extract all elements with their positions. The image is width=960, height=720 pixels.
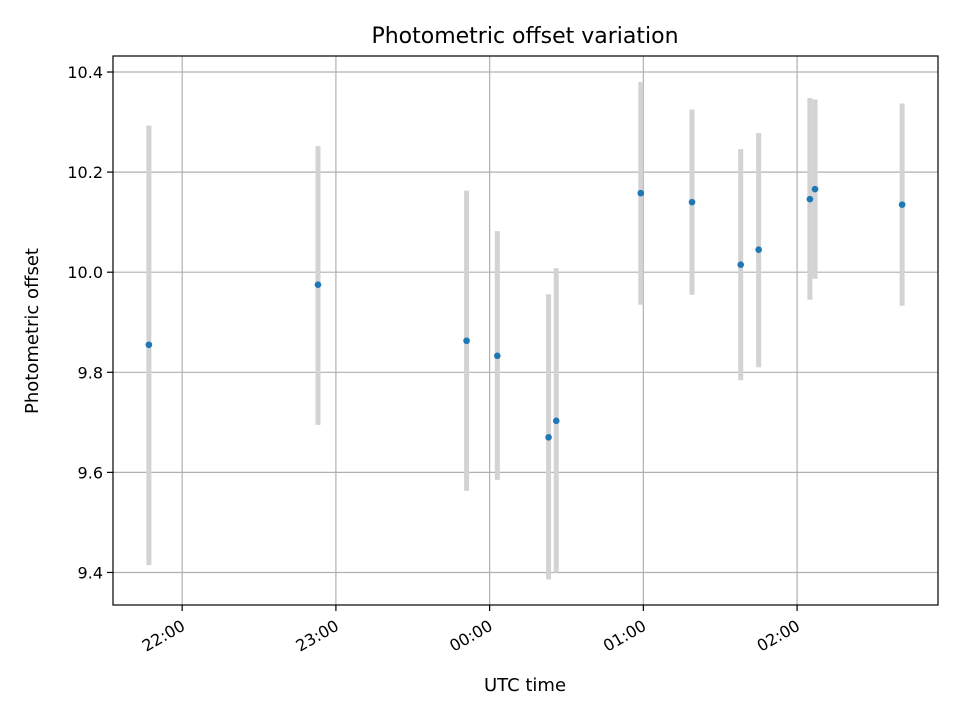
data-point [811,185,819,193]
data-points [145,185,906,441]
grid [113,56,938,605]
y-tick-label: 10.2 [67,163,103,182]
data-point [755,246,762,253]
data-point [637,189,645,197]
y-tick-label: 10.0 [67,263,103,282]
x-tick-label: 23:00 [292,616,341,656]
x-axis-ticks: 22:00 23:00 00:00 01:00 02:00 [139,605,803,656]
y-axis-ticks: 9.4 9.6 9.8 10.0 10.2 10.4 [67,63,113,582]
data-point [545,434,552,441]
plot-frame [112,55,939,606]
data-point [314,281,322,289]
y-tick-label: 9.6 [78,463,103,482]
y-tick-label: 9.4 [78,563,103,582]
data-point [898,201,906,208]
y-axis-label: Photometric offset [22,248,43,414]
data-point [737,261,745,268]
y-tick-label: 9.8 [78,363,103,382]
x-tick-label: 01:00 [600,616,649,656]
data-point [463,337,470,345]
data-point [806,195,814,203]
x-tick-label: 00:00 [446,616,495,656]
x-tick-label: 22:00 [139,616,188,656]
x-tick-label: 02:00 [754,616,803,656]
chart-title: Photometric offset variation [371,24,678,49]
data-point [494,352,501,360]
x-axis-label: UTC time [484,675,566,696]
data-point [145,341,153,349]
errorbars [146,82,905,580]
data-point [552,417,560,425]
data-point [688,198,696,206]
y-tick-label: 10.4 [67,63,103,82]
